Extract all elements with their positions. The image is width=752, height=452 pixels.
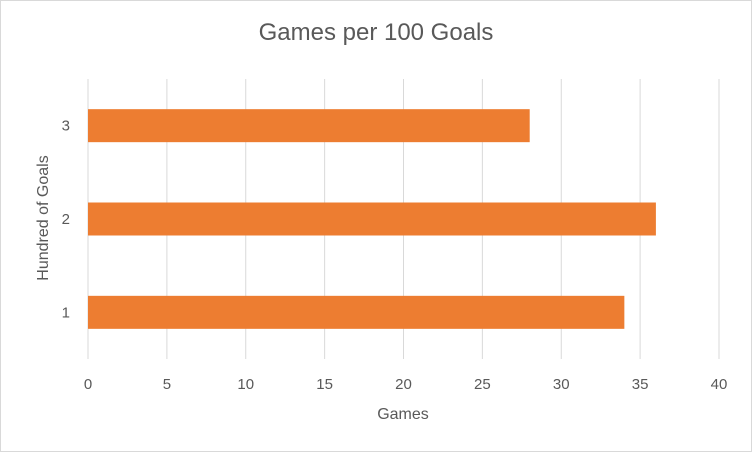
y-tick-label: 2 [62, 211, 70, 228]
y-tick-label: 3 [62, 118, 70, 135]
y-axis-title: Hundred of Goals [35, 155, 52, 280]
x-tick-labels: 0 5 10 15 20 25 30 35 40 [84, 376, 728, 393]
x-tick-label: 30 [553, 376, 570, 393]
chart-title: Games per 100 Goals [258, 19, 494, 46]
x-tick-label: 10 [237, 376, 254, 393]
bar-1 [88, 295, 625, 329]
x-tick-label: 20 [395, 376, 412, 393]
x-axis-title: Games [377, 406, 429, 423]
x-tick-label: 15 [316, 376, 333, 393]
y-tick-labels: 1 2 3 [62, 118, 70, 322]
x-tick-label: 0 [84, 376, 92, 393]
x-tick-label: 25 [474, 376, 491, 393]
bar-2 [88, 202, 656, 236]
bars [88, 109, 656, 329]
x-tick-label: 35 [632, 376, 649, 393]
x-tick-label: 5 [163, 376, 171, 393]
x-tick-label: 40 [711, 376, 728, 393]
bar-3 [88, 109, 530, 143]
y-tick-label: 1 [62, 304, 70, 321]
